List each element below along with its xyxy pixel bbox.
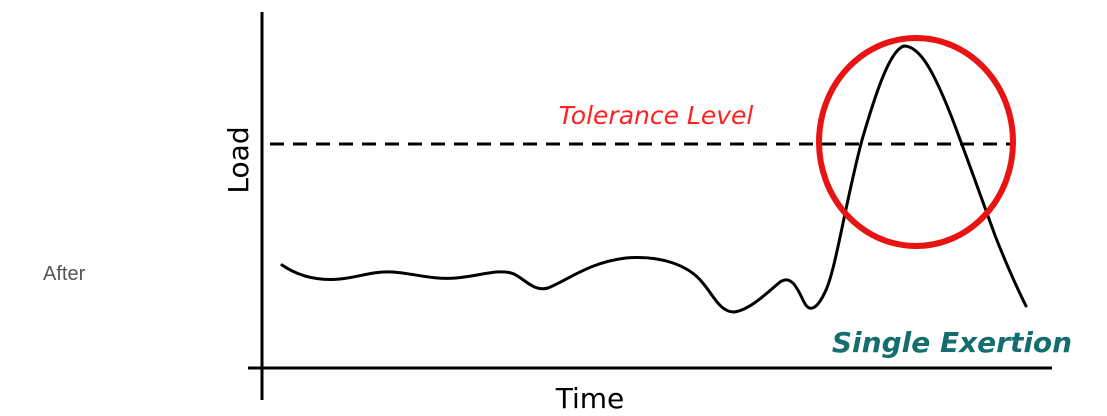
x-axis-label: Time <box>555 382 625 415</box>
peak-highlight-circle <box>816 35 1016 249</box>
tolerance-level-label: Tolerance Level <box>559 101 754 130</box>
y-axis-label: Load <box>222 126 255 193</box>
single-exertion-label: Single Exertion <box>832 326 1072 359</box>
load-curve <box>280 44 1028 314</box>
after-label: After <box>43 263 86 285</box>
